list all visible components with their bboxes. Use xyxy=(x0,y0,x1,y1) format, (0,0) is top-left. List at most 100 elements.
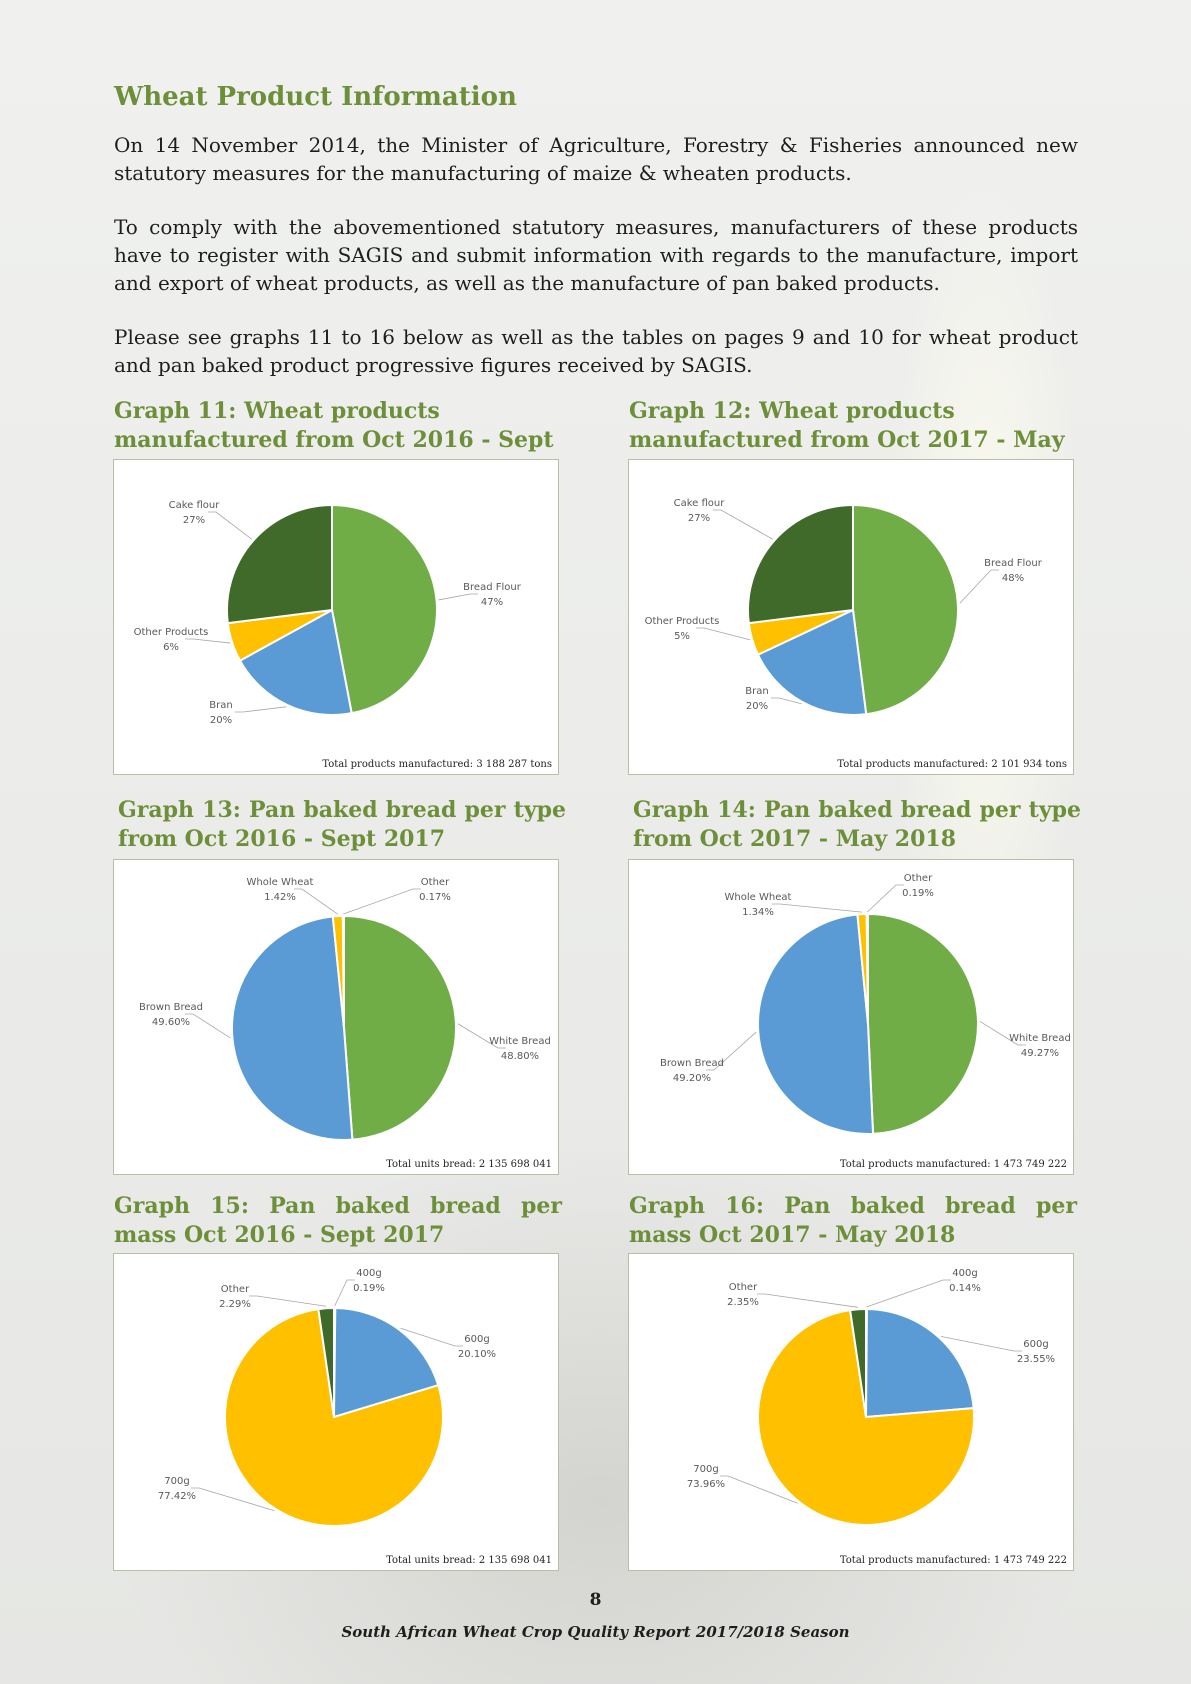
leader-line-other xyxy=(757,1293,858,1308)
slice-value-other: 0.19% xyxy=(902,888,934,899)
pie-slice-brown-bread xyxy=(757,913,875,1135)
leader-line-whole-wheat xyxy=(294,888,338,915)
leader-line-cake-flour xyxy=(713,509,773,540)
slice-value-bran: 20% xyxy=(746,701,768,712)
slice-label-whole-wheat: Whole Wheat xyxy=(247,877,314,888)
paragraph-2: To comply with the abovementioned statut… xyxy=(114,215,1078,295)
slice-value-700g: 77.42% xyxy=(158,1491,196,1502)
graph-11-total: Total products manufactured: 3 188 287 t… xyxy=(322,759,552,770)
slice-value-brown-bread: 49.60% xyxy=(152,1017,190,1028)
pie-slice-bread-flour xyxy=(852,503,959,716)
graph-12-pie: Bread Flour 48% Bran 20% Other Products 5% Cak… xyxy=(645,498,1043,716)
slice-value-other: 2.35% xyxy=(727,1297,759,1308)
slice-label-400g: 400g xyxy=(356,1268,381,1279)
slice-label-700g: 700g xyxy=(693,1464,718,1475)
graph-14-title: Graph 14: Pan baked bread per type from … xyxy=(633,797,1081,852)
leader-line-bread-flour xyxy=(959,569,999,604)
slice-value-cake-flour: 27% xyxy=(183,515,205,526)
leader-line-600g xyxy=(940,1336,1022,1352)
pie-slice-bread-flour xyxy=(331,503,438,715)
pie-slice-cake-flour xyxy=(226,503,333,625)
footer-text: South African Wheat Crop Quality Report … xyxy=(341,1623,850,1641)
pie-slice-600g xyxy=(864,1307,975,1419)
slice-value-bread-flour: 47% xyxy=(481,597,503,608)
leader-line-400g xyxy=(866,1279,951,1308)
leader-line-other-products xyxy=(696,627,751,641)
leader-line-brown-bread xyxy=(706,1031,757,1071)
pie-slice-other xyxy=(341,914,345,1029)
leader-line-bread-flour xyxy=(438,593,478,601)
slice-label-other: Other xyxy=(729,1282,758,1293)
slice-label-other-products: Other Products xyxy=(134,627,209,638)
pie-slice-white-bread xyxy=(867,912,979,1135)
slice-label-700g: 700g xyxy=(164,1476,189,1487)
graph-14-total: Total products manufactured: 1 473 749 2… xyxy=(839,1159,1067,1170)
graph-13-pie: White Bread 48.80% Brown Bread 49.60% Whole … xyxy=(139,877,551,1141)
leader-line-700g xyxy=(720,1475,798,1504)
graph-14-chart: White Bread 49.27% Brown Bread 49.20% Whole … xyxy=(628,859,1074,1175)
graph-15-title: Graph 15: Pan baked bread per mass Oct 2… xyxy=(114,1193,562,1248)
slice-value-other-products: 5% xyxy=(674,631,690,642)
slice-label-cake-flour: Cake flour xyxy=(169,500,221,511)
graph-12-chart: Bread Flour 48% Bran 20% Other Products 5% Cak… xyxy=(628,459,1074,775)
pie-slice-other xyxy=(317,1306,335,1418)
slice-label-other: Other xyxy=(904,873,933,884)
slice-label-white-bread: White Bread xyxy=(489,1036,551,1047)
graph-16-total: Total products manufactured: 1 473 749 2… xyxy=(839,1555,1067,1566)
graph-15-pie: 400g 0.19% 600g 20.10% 700g 77.42% Other 2.29% xyxy=(158,1268,496,1527)
slice-label-other-products: Other Products xyxy=(645,616,720,627)
graph-15-chart: 400g 0.19% 600g 20.10% 700g 77.42% Other 2.29% … xyxy=(113,1253,559,1571)
leader-line-other xyxy=(867,884,904,913)
leader-line-white-bread xyxy=(457,1023,506,1049)
pie-slice-white-bread xyxy=(343,914,457,1141)
page-number: 8 xyxy=(589,1590,602,1610)
slice-label-bran: Bran xyxy=(209,700,232,711)
slice-label-bread-flour: Bread Flour xyxy=(984,558,1043,569)
leader-line-bran xyxy=(235,706,287,713)
graph-13-chart: White Bread 48.80% Brown Bread 49.60% Whole … xyxy=(113,859,559,1175)
page-title: Wheat Product Information xyxy=(114,82,517,112)
slice-value-other-products: 6% xyxy=(163,642,179,653)
pie-slice-700g xyxy=(224,1307,444,1527)
slice-label-600g: 600g xyxy=(1023,1339,1048,1350)
slice-value-cake-flour: 27% xyxy=(688,513,710,524)
graph-16-chart: 400g 0.14% 600g 23.55% 700g 73.96% Other 2.35% … xyxy=(628,1253,1074,1571)
paragraph-1: On 14 November 2014, the Minister of Agr… xyxy=(114,133,1078,185)
leader-line-whole-wheat xyxy=(772,903,862,913)
slice-value-brown-bread: 49.20% xyxy=(673,1073,711,1084)
leader-line-600g xyxy=(400,1327,463,1347)
graph-13-total: Total units bread: 2 135 698 041 xyxy=(386,1159,552,1170)
slice-value-other: 2.29% xyxy=(219,1299,251,1310)
graph-11-chart: Bread Flour 47% Bran 20% Other Products 6% Cak… xyxy=(113,459,559,775)
graph-13-title: Graph 13: Pan baked bread per type from … xyxy=(118,797,566,852)
leader-line-white-bread xyxy=(979,1021,1026,1046)
pie-slice-700g xyxy=(757,1309,975,1526)
slice-value-white-bread: 48.80% xyxy=(501,1051,539,1062)
slice-value-white-bread: 49.27% xyxy=(1021,1048,1059,1059)
graph-11-pie: Bread Flour 47% Bran 20% Other Products 6% Cak… xyxy=(134,500,522,726)
slice-label-other: Other xyxy=(421,877,450,888)
slice-value-700g: 73.96% xyxy=(687,1479,725,1490)
graph-15-total: Total units bread: 2 135 698 041 xyxy=(386,1555,552,1566)
pie-slice-brown-bread xyxy=(231,915,354,1141)
pie-slice-other xyxy=(848,1307,867,1418)
slice-label-bread-flour: Bread Flour xyxy=(463,582,522,593)
graph-16-title: Graph 16: Pan baked bread per mass Oct 2… xyxy=(629,1193,1077,1248)
slice-value-whole-wheat: 1.34% xyxy=(742,907,774,918)
leader-line-other xyxy=(249,1295,327,1307)
slice-label-brown-bread: Brown Bread xyxy=(660,1058,724,1069)
pie-slice-bran xyxy=(238,608,353,716)
pie-slice-other xyxy=(865,912,869,1025)
slice-value-600g: 20.10% xyxy=(458,1349,496,1360)
slice-value-600g: 23.55% xyxy=(1017,1354,1055,1365)
graph-16-pie: 400g 0.14% 600g 23.55% 700g 73.96% Other 2.35% xyxy=(687,1268,1055,1526)
slice-value-other: 0.17% xyxy=(419,892,451,903)
pie-slice-600g xyxy=(332,1306,440,1419)
leader-line-400g xyxy=(334,1279,355,1307)
leader-line-brown-bread xyxy=(185,1013,231,1039)
paragraph-3: Please see graphs 11 to 16 below as well… xyxy=(114,325,1078,377)
graph-14-pie: White Bread 49.27% Brown Bread 49.20% Whole … xyxy=(660,873,1071,1135)
leader-line-other-products xyxy=(185,638,231,644)
graph-12-total: Total products manufactured: 2 101 934 t… xyxy=(837,759,1067,770)
